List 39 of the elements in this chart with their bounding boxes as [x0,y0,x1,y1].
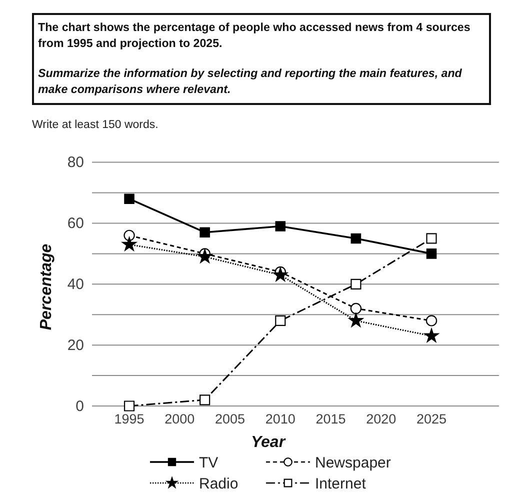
point [124,400,135,412]
legend-label: Internet [315,475,367,492]
y-tick-label: 20 [67,336,84,354]
point [350,233,362,244]
point [197,248,212,264]
point [200,394,210,406]
x-tick-label: 2020 [366,412,396,427]
point [200,227,210,238]
point [348,312,364,328]
point [124,230,135,241]
y-tick-label: 80 [67,154,84,172]
point [275,221,286,232]
point [122,236,137,251]
x-tick-label: 2010 [265,412,296,427]
point [350,302,362,314]
y-tick-label: 60 [67,215,84,232]
point [275,315,286,326]
x-tick-label: 2015 [316,412,346,427]
text: Write at least 150 words. [32,119,158,131]
y-tick-label: 0 [76,398,84,415]
legend-label: Newspaper [315,454,391,472]
y-tick-label: 40 [67,276,84,293]
point [426,315,438,326]
point [424,328,439,342]
legend-label: TV [199,454,218,472]
y-axis-title: Percentage [38,244,55,330]
point [272,267,288,282]
point [124,194,134,204]
x-tick-label: 2005 [214,412,246,427]
point [426,248,437,259]
legend-label: Radio [199,475,238,492]
chart-title: The chart shows the percentage of people who accessed news from 4 sources from 1995 and projection to 2025. [38,20,472,51]
chart-subtitle: Summarize the information by selecting and reporting the main features, and make comparisons where relevant. [38,66,463,97]
x-tick-label: 1995 [114,412,144,427]
point [350,278,362,290]
x-axis-title: Year [250,434,286,451]
x-tick-label: 2000 [164,412,195,427]
point [426,233,437,244]
x-tick-label: 2025 [416,412,447,427]
